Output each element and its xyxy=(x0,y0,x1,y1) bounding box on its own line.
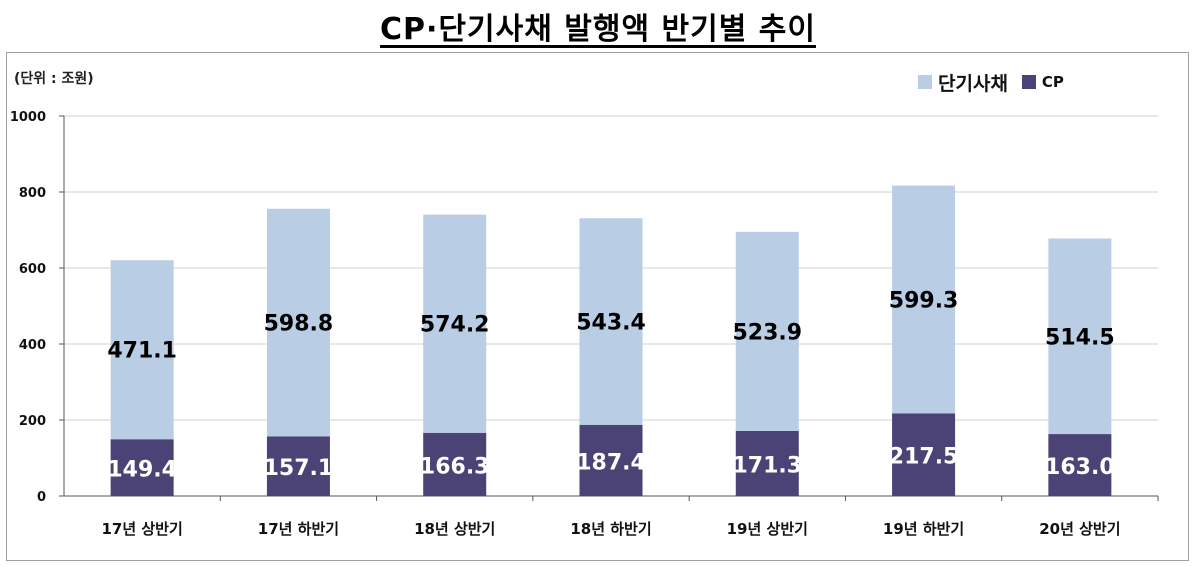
x-tick-label: 17년 상반기 xyxy=(101,520,182,538)
bar-cp xyxy=(110,439,174,496)
bar-short-term-bond xyxy=(735,231,799,431)
data-label-short-term-bond: 543.4 xyxy=(576,311,646,336)
legend: 단기사채 CP xyxy=(918,69,1078,96)
data-label-cp: 217.5 xyxy=(889,445,959,470)
legend-item-cp: CP xyxy=(1021,73,1064,91)
legend-swatch-short-term-bond xyxy=(918,75,932,89)
bar-cp xyxy=(735,430,799,496)
bar-short-term-bond xyxy=(110,260,174,440)
y-tick-label: 0 xyxy=(37,490,46,505)
chart-title: CP·단기사채 발행액 반기별 추이 xyxy=(380,12,816,47)
legend-swatch-cp xyxy=(1021,75,1036,89)
data-label-cp: 187.4 xyxy=(576,450,646,475)
data-label-cp: 171.3 xyxy=(732,453,802,478)
data-label-cp: 149.4 xyxy=(107,458,177,483)
x-tick-label: 20년 상반기 xyxy=(1039,520,1120,538)
bar-short-term-bond xyxy=(423,214,487,433)
bar-cp xyxy=(579,424,643,496)
legend-label-cp: CP xyxy=(1041,73,1064,91)
x-tick-label: 17년 하반기 xyxy=(258,520,339,538)
y-tick-label: 600 xyxy=(19,262,46,277)
bar-cp xyxy=(1048,434,1112,496)
bar-short-term-bond xyxy=(1048,238,1112,435)
bar-short-term-bond xyxy=(892,185,956,414)
bar-cp xyxy=(266,436,330,496)
data-label-short-term-bond: 523.9 xyxy=(732,320,802,345)
legend-item-short-term-bond: 단기사채 xyxy=(918,69,1008,96)
y-tick-label: 400 xyxy=(19,338,46,353)
data-label-cp: 163.0 xyxy=(1045,455,1115,480)
y-tick-label: 200 xyxy=(19,414,46,429)
data-label-short-term-bond: 599.3 xyxy=(889,288,959,313)
x-tick-label: 18년 하반기 xyxy=(570,520,651,538)
x-tick-label: 19년 하반기 xyxy=(883,520,964,538)
y-tick-label: 800 xyxy=(19,186,46,201)
legend-label-short-term-bond: 단기사채 xyxy=(938,72,1008,95)
y-tick-label: 1000 xyxy=(10,110,46,125)
x-tick-label: 18년 상반기 xyxy=(414,520,495,538)
data-label-short-term-bond: 598.8 xyxy=(264,312,334,337)
chart-frame xyxy=(6,52,1189,561)
data-label-cp: 166.3 xyxy=(420,454,490,479)
bar-short-term-bond xyxy=(266,208,330,437)
bar-cp xyxy=(423,432,487,496)
bar-short-term-bond xyxy=(579,218,643,425)
data-label-short-term-bond: 574.2 xyxy=(420,313,490,338)
unit-note: (단위 : 조원) xyxy=(14,71,94,87)
data-label-short-term-bond: 471.1 xyxy=(107,339,177,364)
bar-cp xyxy=(892,413,956,496)
data-label-cp: 157.1 xyxy=(264,456,334,481)
data-label-short-term-bond: 514.5 xyxy=(1045,325,1115,350)
x-tick-label: 19년 상반기 xyxy=(727,520,808,538)
